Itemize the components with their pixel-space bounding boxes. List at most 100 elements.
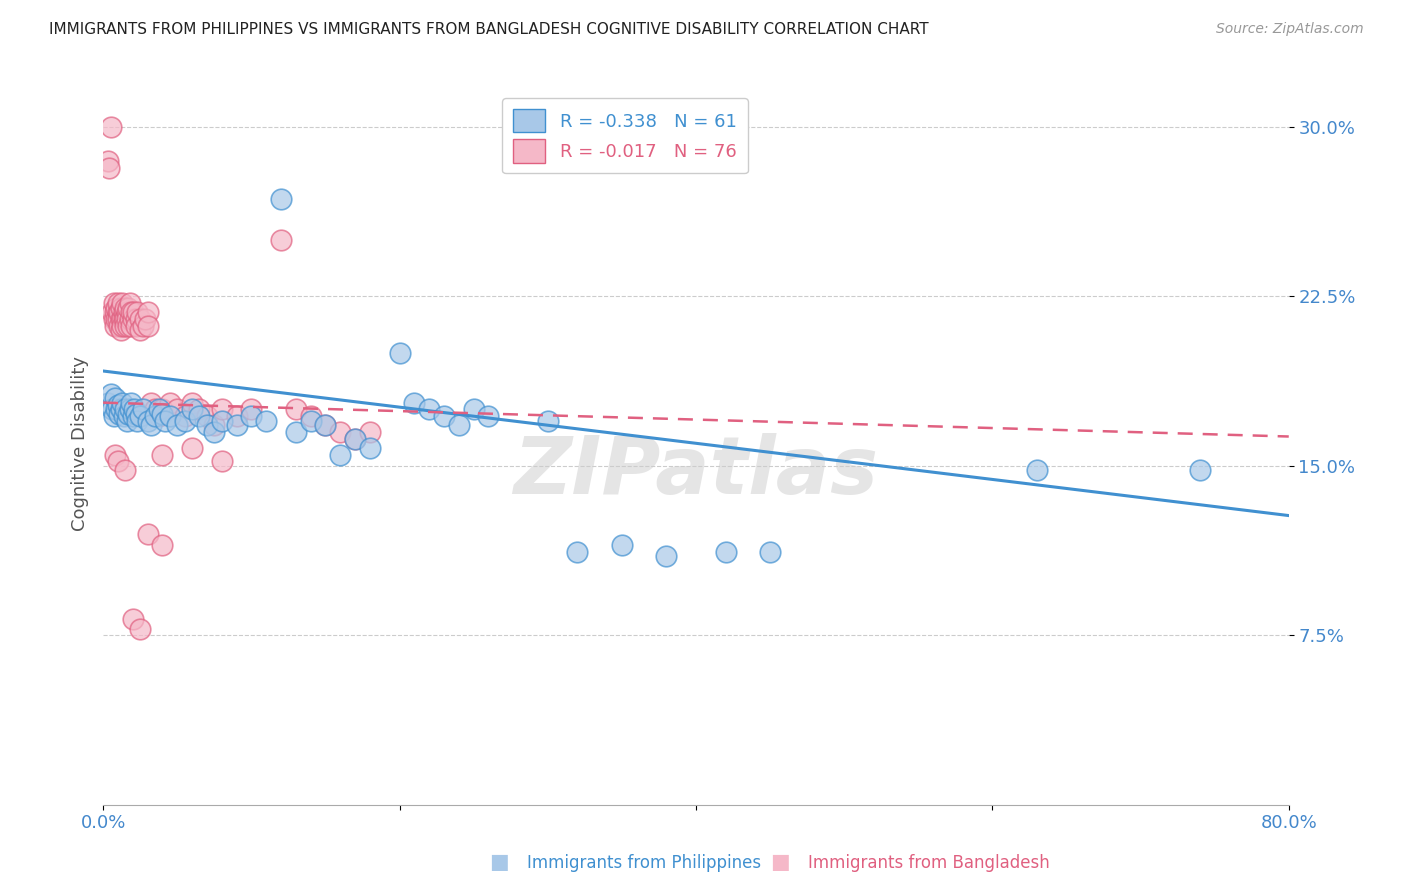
- Point: [101, 305, 124, 319]
- Y-axis label: Cognitive Disability: Cognitive Disability: [72, 356, 89, 531]
- Point: [115, 312, 138, 326]
- Point: [299, 409, 322, 424]
- Point: [111, 312, 134, 326]
- Point: [188, 409, 211, 424]
- Point: [127, 305, 149, 319]
- Point: [110, 301, 132, 315]
- Point: [359, 441, 381, 455]
- Point: [112, 312, 135, 326]
- Point: [111, 296, 134, 310]
- Point: [121, 409, 143, 424]
- Text: Source: ZipAtlas.com: Source: ZipAtlas.com: [1216, 22, 1364, 37]
- Point: [211, 402, 233, 417]
- Point: [299, 414, 322, 428]
- Point: [129, 312, 152, 326]
- Point: [118, 296, 141, 310]
- Point: [121, 312, 143, 326]
- Point: [100, 386, 122, 401]
- Point: [188, 402, 211, 417]
- Point: [107, 454, 129, 468]
- Point: [159, 409, 181, 424]
- Text: Immigrants from Bangladesh: Immigrants from Bangladesh: [808, 855, 1050, 872]
- Point: [181, 402, 204, 417]
- Point: [101, 402, 124, 417]
- Point: [329, 448, 352, 462]
- Point: [110, 312, 132, 326]
- Point: [104, 448, 127, 462]
- Point: [129, 409, 152, 424]
- Point: [152, 448, 174, 462]
- Point: [104, 391, 127, 405]
- Point: [129, 323, 152, 337]
- Point: [284, 425, 307, 439]
- Point: [463, 402, 485, 417]
- Text: ■: ■: [770, 853, 790, 872]
- Text: Immigrants from Philippines: Immigrants from Philippines: [527, 855, 762, 872]
- Point: [104, 305, 127, 319]
- Point: [714, 545, 737, 559]
- Point: [610, 538, 633, 552]
- Point: [314, 418, 336, 433]
- Point: [111, 318, 134, 333]
- Point: [108, 407, 131, 421]
- Point: [1188, 463, 1211, 477]
- Point: [447, 418, 470, 433]
- Point: [173, 409, 195, 424]
- Point: [115, 305, 138, 319]
- Point: [129, 622, 152, 636]
- Point: [120, 395, 142, 409]
- Point: [344, 432, 367, 446]
- Point: [202, 418, 225, 433]
- Point: [120, 305, 142, 319]
- Point: [107, 305, 129, 319]
- Point: [270, 192, 292, 206]
- Point: [211, 414, 233, 428]
- Point: [108, 318, 131, 333]
- Point: [148, 402, 170, 417]
- Point: [159, 395, 181, 409]
- Point: [388, 346, 411, 360]
- Point: [136, 414, 159, 428]
- Point: [97, 153, 120, 168]
- Point: [114, 463, 136, 477]
- Point: [114, 312, 136, 326]
- Point: [567, 545, 589, 559]
- Point: [404, 395, 426, 409]
- Point: [152, 402, 174, 417]
- Point: [759, 545, 782, 559]
- Point: [122, 402, 145, 417]
- Point: [225, 418, 247, 433]
- Point: [195, 409, 218, 424]
- Point: [166, 418, 188, 433]
- Point: [136, 526, 159, 541]
- Legend: R = -0.338   N = 61, R = -0.017   N = 76: R = -0.338 N = 61, R = -0.017 N = 76: [502, 98, 748, 173]
- Point: [105, 301, 128, 315]
- Point: [107, 296, 129, 310]
- Point: [114, 402, 136, 417]
- Point: [97, 395, 120, 409]
- Point: [344, 432, 367, 446]
- Point: [103, 312, 125, 326]
- Point: [117, 301, 139, 315]
- Point: [537, 414, 560, 428]
- Point: [132, 402, 155, 417]
- Point: [655, 549, 678, 564]
- Point: [152, 407, 174, 421]
- Point: [136, 305, 159, 319]
- Point: [112, 409, 135, 424]
- Point: [121, 612, 143, 626]
- Point: [155, 414, 177, 428]
- Point: [112, 305, 135, 319]
- Point: [211, 454, 233, 468]
- Point: [166, 402, 188, 417]
- Point: [127, 414, 149, 428]
- Point: [152, 538, 174, 552]
- Point: [139, 395, 162, 409]
- Point: [181, 395, 204, 409]
- Point: [433, 409, 456, 424]
- Point: [121, 305, 143, 319]
- Point: [117, 318, 139, 333]
- Point: [254, 414, 277, 428]
- Point: [105, 402, 128, 417]
- Point: [359, 425, 381, 439]
